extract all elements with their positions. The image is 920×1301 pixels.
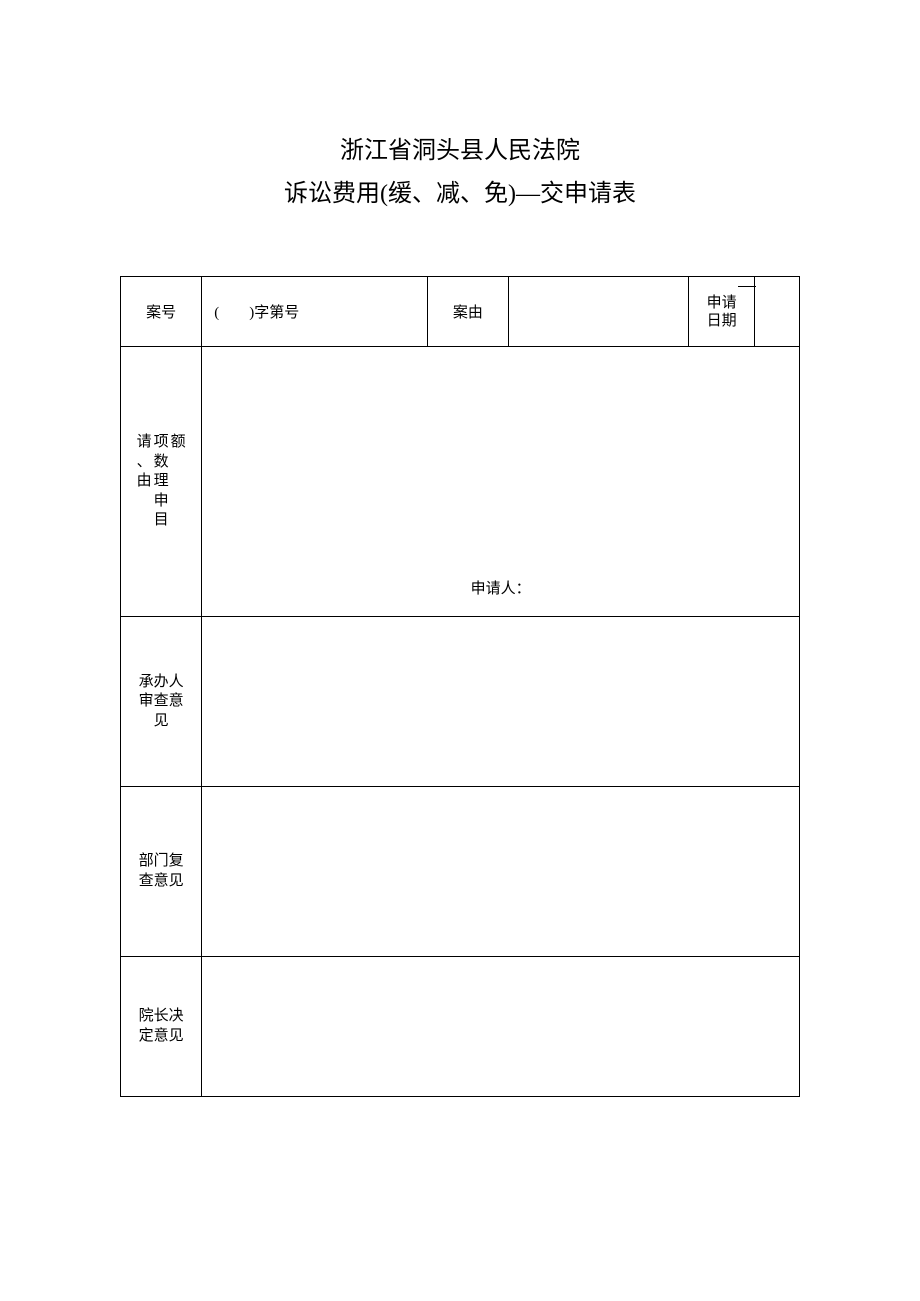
- application-date-value[interactable]: [754, 277, 799, 347]
- department-row: 部门复 查意见: [121, 787, 800, 957]
- reviewer-row: 承办人 审查意 见: [121, 617, 800, 787]
- department-content[interactable]: [202, 787, 800, 957]
- title-line-1: 浙江省洞头县人民法院: [120, 130, 800, 173]
- department-label: 部门复 查意见: [121, 787, 202, 957]
- case-reason-label: 案由: [427, 277, 508, 347]
- applicant-label: 申请人：: [202, 577, 799, 606]
- case-reason-value[interactable]: [508, 277, 688, 347]
- dash-line: [738, 286, 756, 287]
- request-label: 请 、 由 项 数 理 申 目 额: [121, 347, 202, 617]
- date-label-line1: 申请: [689, 294, 753, 312]
- request-row: 请 、 由 项 数 理 申 目 额: [121, 347, 800, 617]
- header-row: 案号 ( )字第号 案由 申请 日期: [121, 277, 800, 347]
- reviewer-label: 承办人 审查意 见: [121, 617, 202, 787]
- reviewer-content[interactable]: [202, 617, 800, 787]
- case-number-label: 案号: [121, 277, 202, 347]
- title-block: 浙江省洞头县人民法院 诉讼费用(缓、减、免)—交申请表: [120, 130, 800, 216]
- application-date-label: 申请 日期: [689, 277, 754, 347]
- case-number-value[interactable]: ( )字第号: [202, 277, 428, 347]
- date-label-line2: 日期: [689, 312, 753, 330]
- dean-label: 院长决 定意见: [121, 957, 202, 1097]
- document-page: 浙江省洞头县人民法院 诉讼费用(缓、减、免)—交申请表 案号 ( )字第号 案由…: [0, 0, 920, 1097]
- dean-row: 院长决 定意见: [121, 957, 800, 1097]
- title-line-2: 诉讼费用(缓、减、免)—交申请表: [120, 173, 800, 216]
- application-form-table: 案号 ( )字第号 案由 申请 日期 请 、 由: [120, 276, 800, 1097]
- dean-content[interactable]: [202, 957, 800, 1097]
- request-content[interactable]: 申请人：: [202, 347, 800, 617]
